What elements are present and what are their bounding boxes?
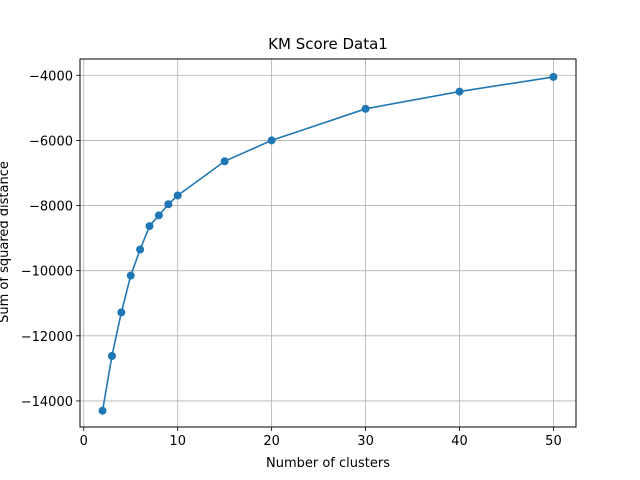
data-point: [145, 222, 154, 231]
x-tick-label: 30: [357, 434, 374, 449]
data-point: [455, 87, 464, 96]
data-point: [549, 72, 558, 81]
data-point: [107, 352, 116, 361]
x-tick-label: 20: [263, 434, 280, 449]
grid-lines: [80, 59, 576, 427]
y-axis-label: Sum of squared distance: [0, 161, 12, 323]
series-layer: [98, 72, 558, 415]
x-tick-label: 40: [451, 434, 468, 449]
data-point: [136, 245, 145, 254]
data-point: [220, 157, 229, 166]
y-tick-label: −4000: [29, 69, 73, 84]
data-point: [361, 104, 370, 113]
y-tick-label: −6000: [29, 134, 73, 149]
x-tick-label: 10: [169, 434, 186, 449]
chart-title: KM Score Data1: [268, 35, 388, 53]
y-axis-ticks: −14000 −12000 −10000 −8000 −6000 −4000: [21, 69, 80, 410]
data-point: [117, 308, 126, 317]
data-point: [126, 271, 135, 280]
plot-frame: [79, 58, 577, 428]
x-tick-label: 50: [545, 434, 562, 449]
y-tick-label: −8000: [29, 200, 73, 215]
y-tick-label: −14000: [21, 395, 73, 410]
x-axis-label: Number of clusters: [266, 456, 390, 471]
data-point: [267, 136, 276, 145]
series-line: [101, 76, 554, 411]
x-axis-ticks: 0 10 20 30 40 50: [80, 427, 562, 449]
x-tick-label: 0: [80, 434, 88, 449]
y-tick-label: −10000: [21, 265, 73, 280]
data-point: [164, 200, 173, 209]
data-point: [154, 211, 163, 220]
data-point: [98, 406, 107, 415]
y-tick-label: −12000: [21, 330, 73, 345]
data-point: [173, 191, 182, 200]
